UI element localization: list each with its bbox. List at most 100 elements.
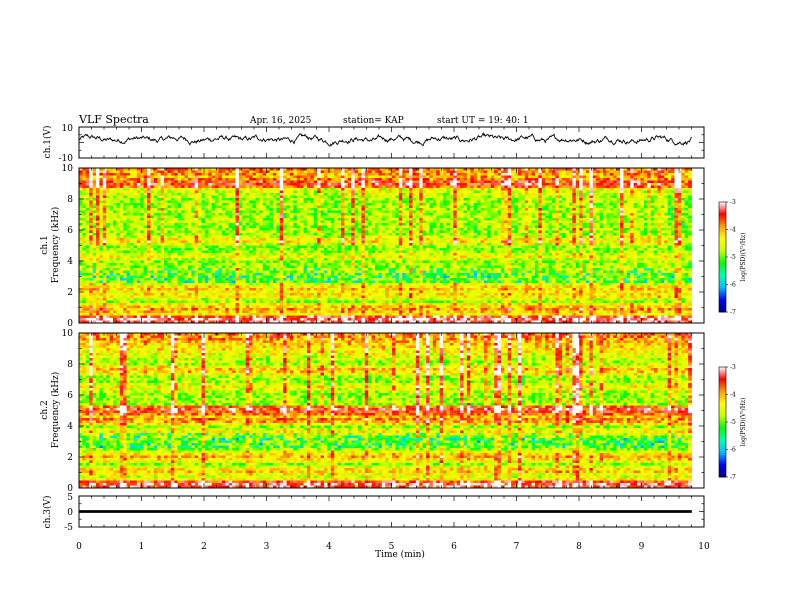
spectrogram-cell	[296, 278, 301, 281]
spectrogram-cell	[89, 220, 94, 224]
spectrogram-cell	[225, 220, 230, 224]
spectrogram-cell	[82, 215, 87, 219]
spectrogram-cell	[164, 203, 168, 206]
spectrogram-cell	[85, 183, 90, 186]
spectrogram-cell	[150, 273, 155, 276]
spectrogram-cell	[160, 208, 165, 211]
spectrogram-cell	[293, 260, 298, 264]
spectrogram-cell	[313, 300, 318, 304]
spectrogram-cell	[89, 170, 94, 174]
spectrogram-cell	[92, 200, 97, 204]
spectrogram-cell	[208, 273, 213, 276]
spectrogram-cell	[126, 315, 131, 319]
spectrogram-cell	[269, 175, 274, 179]
spectrogram-cell	[313, 308, 318, 311]
spectrogram-cell	[150, 168, 155, 171]
spectrogram-cell	[269, 233, 274, 236]
spectrogram-cell	[191, 195, 196, 199]
spectrogram-cell	[317, 305, 321, 309]
spectrogram-cell	[157, 305, 162, 309]
spectrogram-cell	[153, 193, 158, 196]
spectrogram-cell	[167, 200, 172, 204]
spectrogram-cell	[215, 218, 219, 221]
spectrogram-cell	[164, 320, 168, 324]
spectrogram-cell	[133, 290, 138, 294]
spectrogram-cell	[249, 303, 253, 306]
spectrogram-cell	[296, 310, 301, 314]
spectrogram-cell	[102, 295, 107, 299]
spectrogram-cell	[184, 170, 189, 174]
spectrogram-cell	[191, 180, 196, 184]
spectrogram-cell	[324, 303, 328, 306]
spectrogram-cell	[225, 228, 230, 231]
spectrogram-cell	[324, 315, 328, 319]
spectrogram-cell	[119, 313, 124, 316]
spectrogram-cell	[272, 293, 277, 296]
spectrogram-cell	[174, 280, 179, 284]
spectrogram-cell	[238, 285, 243, 289]
spectrogram-cell	[99, 258, 104, 261]
spectrogram-cell	[153, 205, 158, 209]
spectrogram-cell	[279, 305, 284, 309]
spectrogram-cell	[79, 183, 83, 186]
spectrogram-cell	[225, 183, 230, 186]
spectrogram-cell	[160, 280, 165, 284]
spectrogram-cell	[123, 305, 128, 309]
spectrogram-cell	[242, 310, 247, 314]
spectrogram-cell	[249, 215, 253, 219]
spectrogram-cell	[283, 235, 287, 239]
spectrogram-cell	[303, 318, 308, 321]
spectrogram-cell	[235, 270, 240, 274]
spectrogram-cell	[225, 235, 230, 239]
spectrogram-cell	[330, 303, 335, 306]
spectrogram-cell	[215, 268, 219, 271]
spectrogram-cell	[283, 198, 287, 201]
spectrogram-cell	[228, 313, 233, 316]
spectrogram-cell	[116, 255, 121, 259]
spectrogram-cell	[126, 285, 131, 289]
spectrogram-cell	[344, 215, 349, 219]
spectrogram-cell	[181, 258, 185, 261]
spectrogram-cell	[334, 250, 339, 254]
spectrogram-cell	[255, 308, 260, 311]
spectrogram-cell	[330, 290, 335, 294]
spectrogram-cell	[174, 228, 179, 231]
spectrogram-cell	[204, 260, 209, 264]
spectrogram-cell	[167, 188, 172, 191]
spectrogram-cell	[306, 228, 311, 231]
spectrogram-cell	[116, 320, 121, 324]
spectrogram-cell	[92, 313, 97, 316]
spectrogram-cell	[215, 203, 219, 206]
spectrogram-cell	[334, 203, 339, 206]
spectrogram-cell	[269, 195, 274, 199]
spectrogram-cell	[208, 218, 213, 221]
spectrogram-cell	[208, 233, 213, 236]
spectrogram-cell	[85, 193, 90, 196]
spectrogram-cell	[317, 293, 321, 296]
spectrogram-cell	[262, 248, 267, 251]
spectrogram-cell	[215, 285, 219, 289]
spectrogram-cell	[85, 203, 90, 206]
spectrogram-cell	[160, 205, 165, 209]
spectrogram-cell	[147, 248, 151, 251]
spectrogram-cell	[150, 263, 155, 266]
spectrogram-cell	[211, 183, 216, 186]
spectrogram-cell	[242, 298, 247, 301]
spectrogram-cell	[109, 233, 114, 236]
spectrogram-cell	[170, 250, 175, 254]
spectrogram-cell	[201, 285, 206, 289]
spectrogram-cell	[303, 228, 308, 231]
spectrogram-cell	[218, 205, 223, 209]
spectrogram-cell	[109, 215, 114, 219]
spectrogram-cell	[191, 170, 196, 174]
spectrogram-cell	[157, 320, 162, 324]
spectrogram-cell	[320, 308, 325, 311]
spectrogram-cell	[293, 215, 298, 219]
spectrogram-cell	[123, 200, 128, 204]
spectrogram-cell	[123, 320, 128, 324]
spectrogram-cell	[317, 303, 321, 306]
spectrogram-cell	[286, 175, 291, 179]
spectrogram-cell	[143, 263, 148, 266]
spectrogram-cell	[143, 233, 148, 236]
spectrogram-cell	[293, 208, 298, 211]
